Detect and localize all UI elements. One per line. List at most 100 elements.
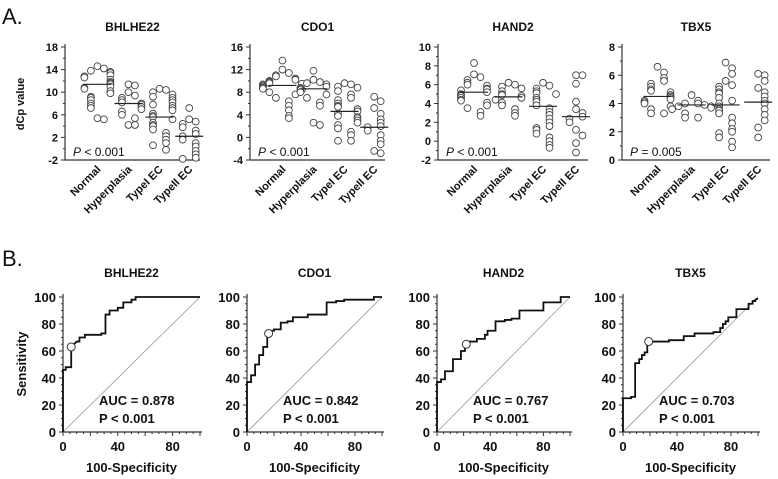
roc-curve [622, 297, 759, 432]
data-point [272, 93, 280, 102]
x-tick-label: 40 [483, 439, 497, 454]
p-value: P < 0.001 [283, 411, 339, 426]
data-point [674, 102, 683, 111]
y-tick-label: 0 [425, 136, 431, 148]
x-tick-label: 40 [294, 439, 308, 454]
y-tick-label: 6 [609, 70, 615, 82]
chart-title: HAND2 [492, 20, 534, 34]
data-point [80, 73, 89, 82]
y-tick-label: 20 [42, 398, 56, 413]
data-point [545, 81, 554, 90]
auc-label: AUC = 0.767 [473, 393, 549, 408]
data-point [334, 124, 342, 133]
roc-curve [246, 296, 382, 432]
data-point [572, 139, 580, 147]
y-tick-label: 60 [42, 344, 56, 359]
data-point [476, 73, 485, 81]
data-point [760, 77, 769, 85]
data-point [653, 62, 662, 71]
data-point [660, 109, 668, 118]
auc-label: AUC = 0.842 [283, 393, 359, 408]
data-point [185, 115, 194, 124]
p-value: P < 0.001 [446, 145, 498, 159]
data-point [285, 114, 293, 123]
p-value: P < 0.001 [73, 145, 125, 159]
data-point [539, 78, 547, 87]
data-point [309, 118, 318, 127]
y-tick-label: 60 [416, 344, 430, 359]
data-point [191, 153, 200, 162]
data-point [291, 75, 300, 84]
data-point [334, 87, 342, 95]
data-point [572, 126, 580, 134]
y-tick-label: 40 [226, 371, 240, 386]
y-tick-label: 80 [226, 317, 240, 332]
p-symbol: P [630, 145, 638, 159]
x-tick-label: 80 [165, 439, 179, 454]
data-point [309, 75, 318, 84]
y-tick-label: 80 [42, 317, 56, 332]
y-tick-label: 60 [226, 344, 240, 359]
y-tick-label: 10 [419, 42, 431, 54]
y-tick-label: 20 [416, 398, 430, 413]
data-point [162, 139, 170, 147]
cutoff-point [461, 339, 471, 349]
x-tick-label: 40 [111, 439, 125, 454]
p-value: P = 0.005 [630, 145, 682, 159]
y-tick-label: 40 [42, 371, 56, 386]
data-point [316, 101, 324, 110]
data-point [296, 88, 305, 97]
data-point [483, 101, 491, 110]
data-point [694, 113, 702, 122]
data-point [376, 122, 385, 130]
data-point [178, 135, 187, 144]
auc-label: AUC = 0.703 [659, 393, 735, 408]
reference-diagonal [62, 296, 201, 433]
y-tick-label: 100 [408, 290, 430, 305]
p-value: P < 0.001 [258, 145, 310, 159]
data-point [347, 80, 355, 89]
p-value-text: < 0.001 [454, 145, 498, 159]
y-tick-label: 14 [46, 65, 59, 77]
data-point [754, 123, 763, 132]
data-point [728, 127, 736, 136]
y-tick-label: 40 [416, 371, 430, 386]
reference-diagonal [436, 296, 571, 433]
data-point [278, 65, 287, 74]
data-point [137, 105, 146, 114]
data-point [376, 149, 385, 158]
data-point [376, 97, 385, 106]
data-point [340, 79, 349, 88]
data-point [572, 71, 580, 80]
data-point [278, 56, 287, 65]
data-point [754, 133, 763, 142]
y-tick-label: 2 [425, 117, 431, 129]
data-point [532, 129, 541, 138]
y-tick-label: 8 [609, 42, 615, 54]
chart-title: TBX5 [681, 20, 712, 34]
y-tick-label: 4 [237, 110, 244, 122]
y-tick-label: 10 [46, 87, 58, 99]
reference-diagonal [622, 296, 759, 433]
y-tick-label: 100 [218, 290, 240, 305]
chart-title: CDO1 [301, 20, 335, 34]
data-point [565, 118, 574, 127]
cutoff-point [644, 337, 654, 347]
y-tick-label: 4 [609, 99, 616, 111]
cutoff-point [66, 342, 76, 352]
x-tick-label: 40 [670, 439, 684, 454]
y-tick-label: 100 [34, 290, 56, 305]
y-tick-label: 2 [52, 132, 58, 144]
y-axis-label: Sensitivity [14, 331, 29, 397]
data-point [322, 90, 331, 99]
x-axis-label: 100-Specificity [86, 460, 178, 475]
y-tick-label: 16 [231, 42, 243, 54]
data-point [80, 84, 89, 93]
chart-title: CDO1 [298, 266, 332, 280]
data-point [545, 122, 554, 130]
data-point [162, 145, 170, 154]
data-point [754, 84, 763, 92]
x-axis-label: 100-Specificity [269, 460, 361, 475]
data-point [476, 111, 485, 120]
